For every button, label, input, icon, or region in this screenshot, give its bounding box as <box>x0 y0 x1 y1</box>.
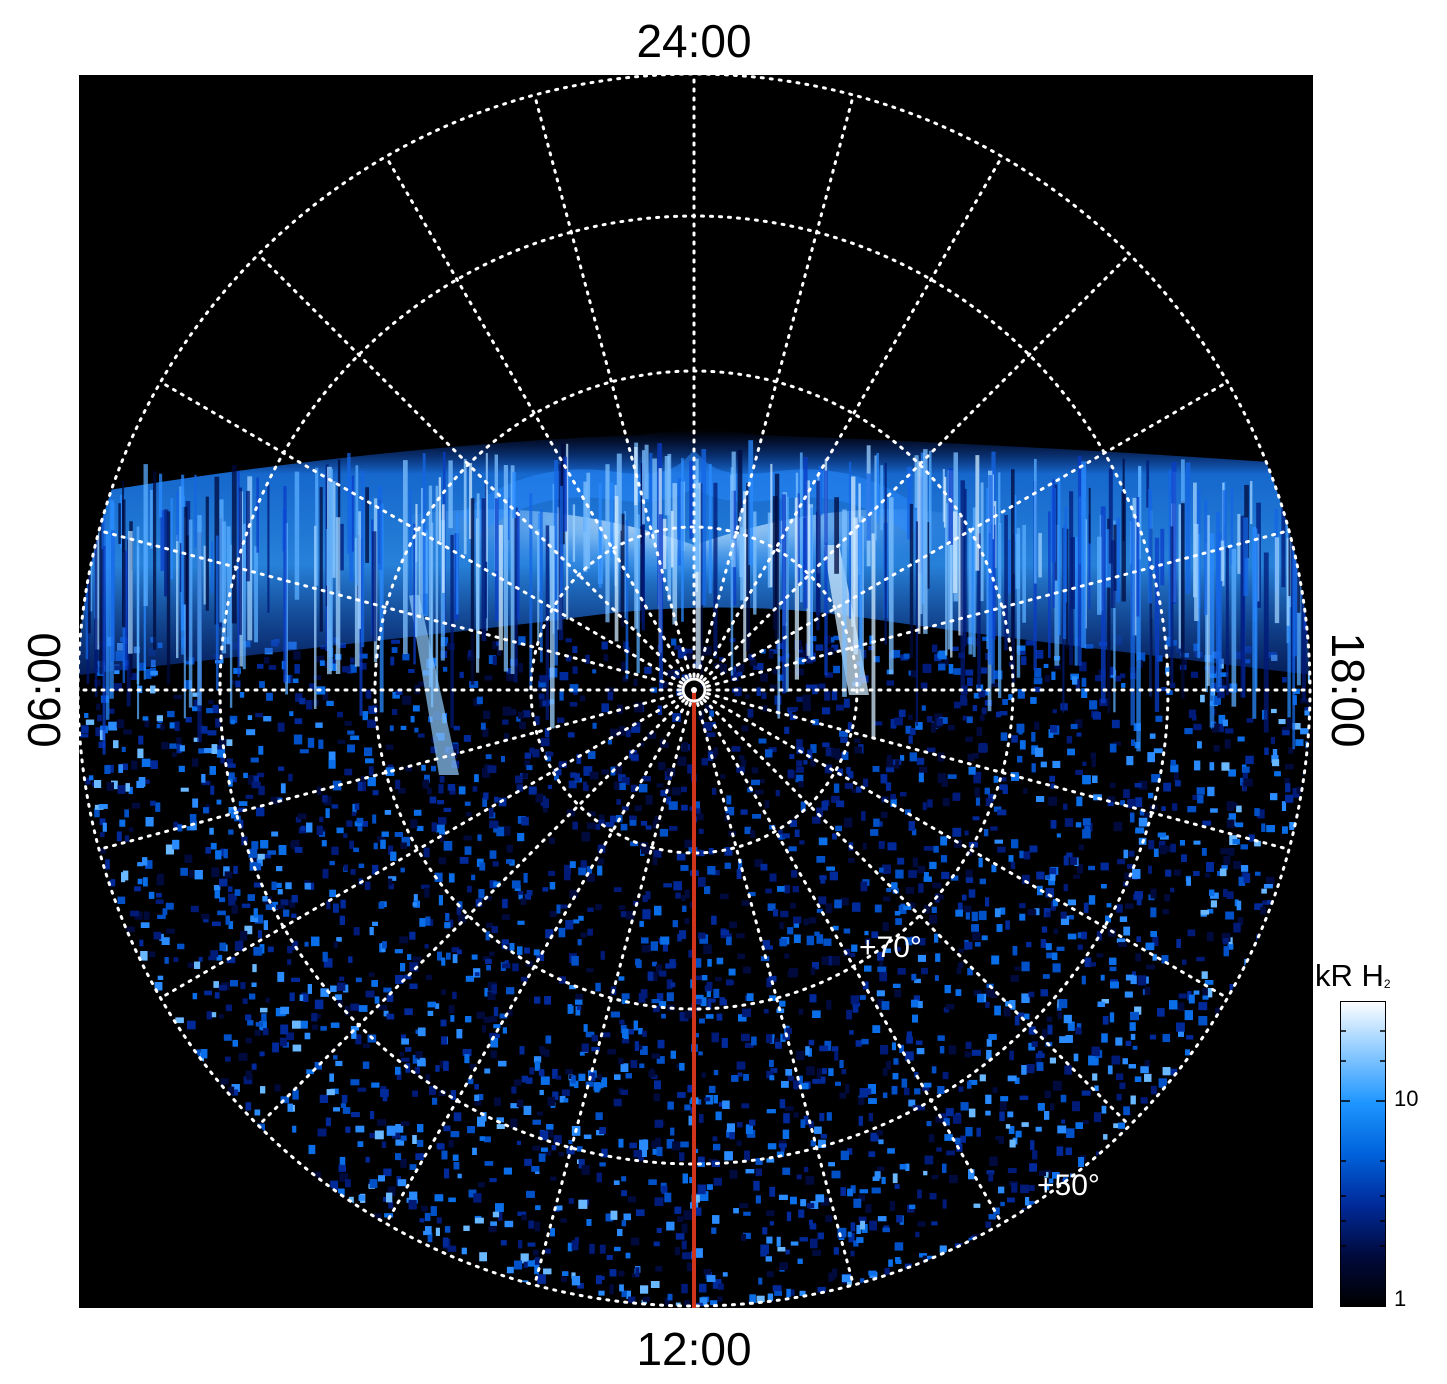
pole-marker <box>681 677 707 703</box>
local-time-label-18: 18:00 <box>1322 632 1374 748</box>
pole-marker-dot <box>691 687 697 693</box>
polar-auroral-projection: +70° +50° <box>79 75 1313 1308</box>
colorbar <box>1340 1001 1386 1307</box>
local-time-meridians <box>79 75 1312 1308</box>
local-time-label-06: 06:00 <box>18 632 70 748</box>
lat-lt-grid <box>79 75 1312 1308</box>
local-time-label-24: 24:00 <box>636 15 752 67</box>
auroral-streaks <box>79 440 1310 755</box>
latitude-label-70: +70° <box>859 931 922 964</box>
colorbar-tick-10: 10 <box>1394 1086 1419 1111</box>
grid-circle-70 <box>529 525 859 855</box>
colorbar-title: kR H2 <box>1315 958 1391 993</box>
grid-circle-40 <box>79 75 1312 1308</box>
local-time-label-12: 12:00 <box>636 1323 752 1375</box>
latitude-label-50: +50° <box>1037 1169 1100 1202</box>
colorbar-tick-1: 1 <box>1394 1286 1407 1311</box>
